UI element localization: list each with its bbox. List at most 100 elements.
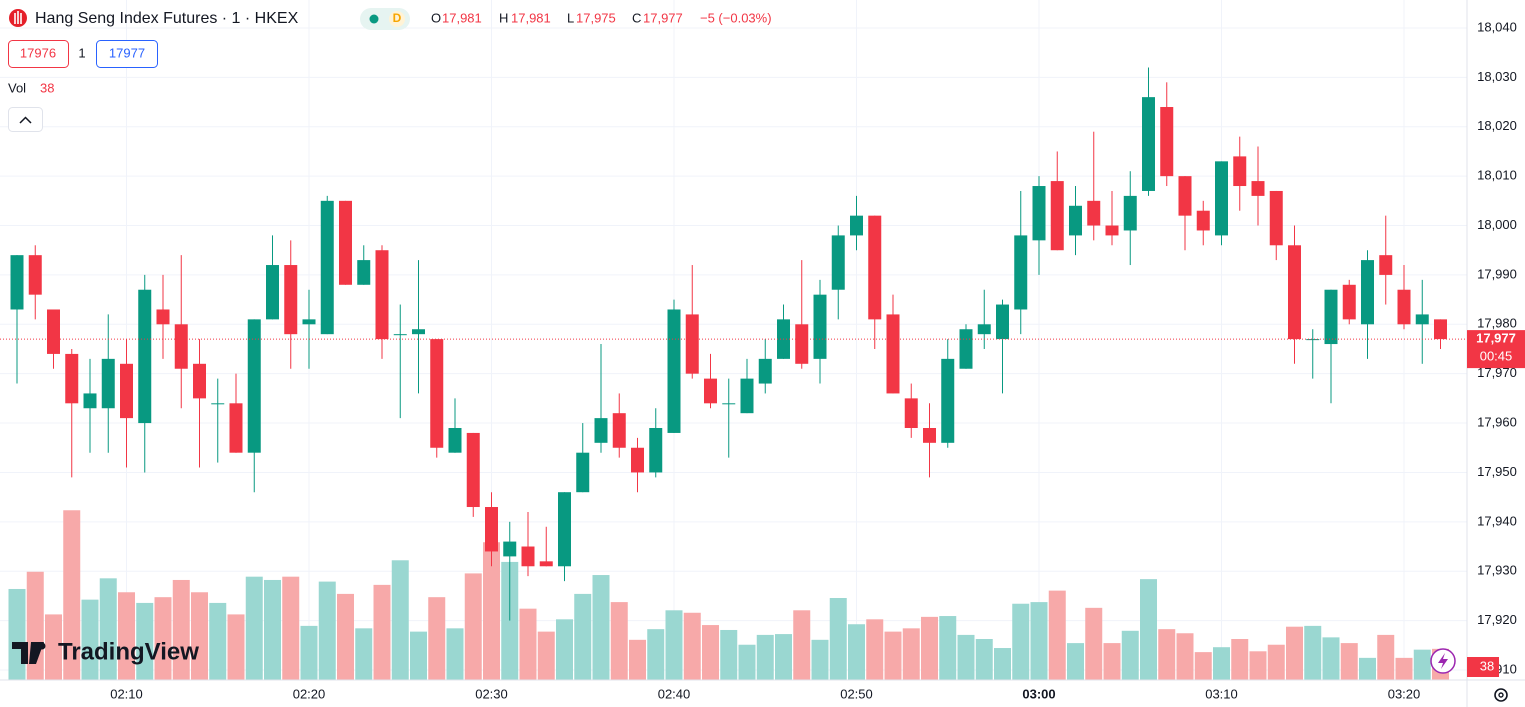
volume-bar (45, 614, 62, 680)
candle-body (1032, 186, 1046, 241)
ohlc-key: H (499, 10, 508, 25)
volume-tag-value: 38 (1480, 658, 1494, 673)
volume-bar (811, 639, 829, 680)
status-dot (369, 14, 379, 24)
volume-bar (227, 614, 245, 680)
volume-bar (318, 581, 336, 680)
candle-body (1069, 205, 1082, 236)
ohlc-value: 17,981 (442, 10, 482, 25)
volume-bar (1048, 590, 1066, 680)
candle-body (959, 329, 973, 369)
candle-body (539, 561, 553, 567)
candle-body (722, 403, 736, 405)
price-tag (1467, 330, 1525, 369)
candle-body (28, 255, 42, 295)
volume-bar (994, 648, 1011, 680)
quantity: 1 (78, 45, 85, 60)
volume-bar (136, 602, 154, 680)
volume-bar (1413, 649, 1431, 680)
candle-body (266, 265, 279, 320)
candle-body (174, 324, 188, 369)
volume-bar (1267, 644, 1285, 680)
volume-bar (391, 560, 409, 680)
axis: 18,040 18,030 18,020 18,010 18,000 17,990 17,9… (110, 19, 1517, 701)
candle-body (1342, 284, 1356, 320)
volume-bar (464, 573, 482, 680)
candle-body (47, 309, 60, 354)
volume-bar (939, 616, 957, 680)
collapse-button[interactable] (8, 107, 43, 132)
y-tick-label: 17,920 (1477, 612, 1517, 627)
candle-body (941, 358, 955, 443)
volume-bar (921, 616, 938, 680)
volume-bar (118, 592, 135, 680)
candle-body (631, 447, 644, 473)
volume-bar (191, 592, 208, 680)
volume-bar (172, 579, 190, 680)
volume-bar (99, 578, 117, 680)
volume-bar (355, 628, 373, 680)
volume-bar (829, 598, 847, 680)
candle-body (649, 428, 663, 473)
bid-button[interactable] (8, 40, 69, 68)
volume-bar (1249, 651, 1267, 680)
volume-bar (756, 634, 774, 680)
candle-body (612, 413, 626, 448)
candle-body (138, 289, 152, 424)
settings-button[interactable] (1494, 688, 1508, 702)
candle-body (211, 403, 225, 405)
volume-bar (519, 608, 537, 680)
volume-bar (629, 639, 646, 680)
volume-bar (209, 602, 227, 680)
candle-body (1233, 156, 1247, 187)
candle-body (1434, 319, 1447, 340)
volume-bar (592, 575, 610, 680)
candle-body (521, 546, 535, 567)
volume-bar (1304, 625, 1322, 680)
volume-bar (957, 634, 975, 680)
volume-tag (1467, 657, 1499, 677)
candle-body (101, 358, 115, 409)
volume-bar (446, 628, 464, 680)
candle-body (339, 200, 352, 285)
countdown: 00:45 (1480, 349, 1513, 364)
y-tick-label: 17,960 (1477, 414, 1517, 429)
x-tick-label: 02:40 (658, 686, 691, 701)
volume-bar (610, 602, 628, 680)
volume-bar (647, 629, 665, 680)
candle-body (1050, 181, 1064, 251)
candle-body (357, 260, 371, 285)
volume-bar (337, 593, 354, 680)
volume-bar (1158, 629, 1176, 680)
candle-body (685, 314, 699, 374)
volume-bar (1231, 639, 1249, 680)
candle-body (1196, 210, 1210, 231)
candle-body (904, 398, 918, 428)
candle-body (923, 428, 936, 443)
candle-body (1123, 195, 1137, 231)
volume-value: 38 (40, 80, 54, 95)
x-tick-label: 02:20 (293, 686, 326, 701)
candle-body (1269, 190, 1283, 246)
y-tick-label: 17,950 (1477, 464, 1517, 479)
candle-body (1379, 255, 1393, 275)
ask-button[interactable] (96, 40, 158, 68)
volume-bar (245, 576, 263, 680)
candle-body (302, 319, 316, 325)
y-tick-label: 17,930 (1477, 563, 1517, 578)
candle-body (996, 304, 1009, 340)
x-tick-label: 03:00 (1022, 686, 1055, 701)
candle-body (1306, 339, 1320, 341)
volume-bar (1085, 607, 1103, 680)
volume-bar (1359, 657, 1376, 680)
volume-bar (1395, 657, 1413, 680)
candle-body (1397, 289, 1411, 325)
ohlc-key: O (431, 10, 441, 25)
volume-bar (1194, 652, 1212, 680)
volume-bar (884, 631, 902, 680)
candle-body (120, 363, 133, 419)
volume-bar (866, 619, 884, 680)
candle-body (886, 314, 900, 394)
candle-body (1178, 176, 1192, 216)
volume-bar (556, 619, 573, 680)
